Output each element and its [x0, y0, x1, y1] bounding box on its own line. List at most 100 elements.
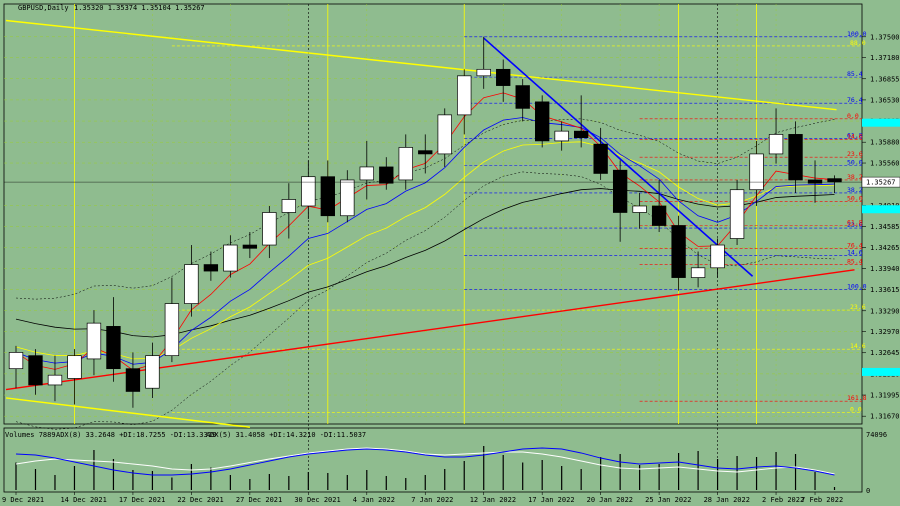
fibo-yellow-level-label: 14.6 [850, 342, 866, 350]
lower-yellow-trendline [5, 397, 250, 428]
candle-body [573, 130, 589, 139]
volume-pane-border [3, 427, 863, 493]
price-pane-border [3, 3, 863, 425]
candle-body [86, 322, 102, 360]
fibo-red-level-label: 61.8 [847, 219, 863, 227]
candle-body [379, 166, 394, 184]
price-tick-label: 1.37500 [870, 33, 900, 41]
price-tick-label: 1.35560 [870, 160, 900, 168]
fibo-blue-level-label: 61.8 [847, 131, 863, 139]
candle-body [125, 368, 141, 392]
price-tick-label: 1.36855 [870, 75, 900, 83]
axis-layer: 1.375001.371801.368551.365301.362051.358… [2, 33, 900, 504]
date-tick-label: 14 Dec 2021 [60, 496, 106, 504]
volume-layer [15, 446, 836, 490]
candle-body [612, 169, 628, 213]
adx8-label: ADX(8) 33.2648 +DI:18.7255 -DI:13.3319 [56, 431, 216, 439]
candle-body [437, 114, 452, 155]
candle-body [203, 264, 219, 272]
candle-body [281, 199, 297, 213]
fibo-blue-level-label: 23.6 [847, 221, 863, 229]
candle-body [262, 212, 277, 246]
candle-body [340, 179, 355, 217]
candle-body [223, 244, 238, 272]
fibo-blue-level-label: 14.6 [847, 248, 863, 256]
fibo-blue-level-label: 50.0 [847, 159, 863, 167]
price-tick-label: 1.32645 [870, 349, 900, 357]
candle-body [593, 143, 608, 174]
candle-body [554, 130, 569, 142]
candle-body [301, 176, 316, 207]
fibo-red-level-label: 161.8 [847, 394, 867, 402]
candle-body [320, 176, 335, 217]
candle-body [418, 150, 433, 155]
fibo-blue-level-label: 85.4 [847, 70, 863, 78]
candle-body [67, 355, 82, 379]
adx5-label: ADX(5) 31.4058 +DI:14.3210 -DI:11.5037 [206, 431, 366, 439]
price-tick-label: 1.33290 [870, 307, 900, 315]
candle-body [8, 352, 24, 370]
price-tick-label: 1.34585 [870, 223, 900, 231]
fibo-red-level-label: 76.4 [847, 241, 863, 249]
date-tick-label: 25 Jan 2022 [645, 496, 691, 504]
chart-symbol: GBPUSD,Daily [18, 4, 69, 12]
candle-body [184, 264, 199, 304]
date-tick-label: 20 Jan 2022 [587, 496, 633, 504]
date-tick-label: 30 Dec 2021 [294, 496, 340, 504]
fibo-red-level-label: 23.6 [847, 150, 863, 158]
date-tick-label: 7 Jan 2022 [411, 496, 453, 504]
price-tick-label: 1.36530 [870, 96, 900, 104]
candle-body [359, 166, 374, 181]
price-tick-label: 1.35880 [870, 139, 900, 147]
adx-blue-line [15, 447, 835, 476]
fibo-yellow-level-label: 88.0 [850, 39, 866, 47]
date-tick-label: 2 Feb 2022 [762, 496, 804, 504]
ma-black-line [15, 188, 835, 338]
candle-body [496, 68, 511, 86]
date-tick-label: 22 Dec 2021 [177, 496, 223, 504]
price-tick-label: 1.34265 [870, 244, 900, 252]
price-tick-label: 1.31670 [870, 413, 900, 421]
fibo-red-level-label: 0.0 [847, 112, 859, 120]
candle-body [768, 134, 784, 155]
candle-layer [8, 36, 842, 408]
chart-ohlc: 1.35320 1.35374 1.35104 1.35267 [74, 4, 205, 12]
candle-body [476, 68, 491, 77]
candle-body [47, 374, 63, 386]
fibo-blue-level-label: 76.4 [847, 96, 863, 104]
fibo-yellow-level-label: 23.6 [850, 303, 866, 311]
candle-body [398, 147, 413, 181]
current-price-tag [861, 176, 900, 188]
level-marker [862, 118, 900, 127]
down-trendline [483, 37, 754, 277]
price-tick-label: 1.37180 [870, 54, 900, 62]
date-tick-label: 17 Jan 2022 [528, 496, 574, 504]
price-tick-label: 1.33615 [870, 286, 900, 294]
candle-body [457, 75, 472, 116]
candle-body [690, 267, 706, 278]
candle-body [671, 225, 686, 278]
date-tick-label: 27 Dec 2021 [236, 496, 282, 504]
date-tick-label: 9 Dec 2021 [2, 496, 44, 504]
candle-body [145, 355, 160, 389]
upper-trendline [5, 19, 837, 111]
fibo-red-level-label: 50.0 [847, 194, 863, 202]
fibo-red-level-label: 14.6 [847, 133, 863, 141]
date-tick-label: 17 Dec 2021 [119, 496, 165, 504]
current-price-label: 1.35267 [866, 179, 896, 187]
date-tick-label: 28 Jan 2022 [704, 496, 750, 504]
volume-max-label: 74096 [866, 431, 887, 439]
level-marker [862, 205, 900, 214]
volume-label: Volumes 7889 [5, 431, 56, 439]
date-tick-label: 12 Jan 2022 [470, 496, 516, 504]
price-tick-label: 1.31995 [870, 392, 900, 400]
date-tick-label: 4 Jan 2022 [353, 496, 395, 504]
price-tick-label: 1.32970 [870, 328, 900, 336]
candle-body [788, 134, 803, 181]
fibo-red-level-label: 38.2 [847, 173, 863, 181]
fibo-blue-level-label: 100.0 [847, 30, 867, 38]
candle-body [749, 153, 764, 191]
date-tick-label: 7 Feb 2022 [801, 496, 843, 504]
volume-min-label: 0 [866, 487, 870, 495]
price-tick-label: 1.33940 [870, 265, 900, 273]
